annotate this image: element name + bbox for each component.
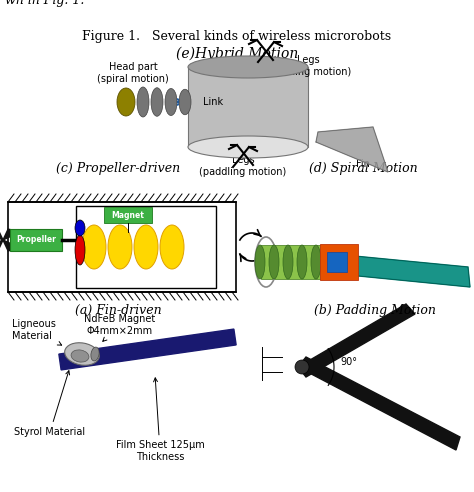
Text: Magnet: Magnet xyxy=(111,211,145,219)
Ellipse shape xyxy=(117,88,135,116)
Text: (c) Propeller-driven: (c) Propeller-driven xyxy=(56,162,180,175)
Ellipse shape xyxy=(295,360,309,374)
Ellipse shape xyxy=(71,350,89,362)
Text: Fin: Fin xyxy=(356,159,370,169)
Bar xyxy=(104,207,152,223)
Text: NdFeB Magnet
Φ4mm×2mm: NdFeB Magnet Φ4mm×2mm xyxy=(84,314,155,341)
Ellipse shape xyxy=(151,88,163,116)
Text: Ligneous
Material: Ligneous Material xyxy=(12,319,62,345)
Polygon shape xyxy=(313,252,470,287)
Ellipse shape xyxy=(255,245,265,279)
Bar xyxy=(10,229,62,251)
Ellipse shape xyxy=(75,235,85,265)
Ellipse shape xyxy=(297,245,307,279)
Ellipse shape xyxy=(188,56,308,78)
Ellipse shape xyxy=(137,87,149,117)
Ellipse shape xyxy=(75,220,85,236)
Ellipse shape xyxy=(165,89,177,116)
Polygon shape xyxy=(298,357,460,450)
Polygon shape xyxy=(3,229,14,240)
FancyArrow shape xyxy=(59,329,236,370)
Polygon shape xyxy=(298,304,415,377)
Text: Legs
(paddling motion): Legs (paddling motion) xyxy=(200,155,287,177)
Text: Legs
(paddling motion): Legs (paddling motion) xyxy=(264,55,352,77)
Text: (e)Hybrid Motion: (e)Hybrid Motion xyxy=(176,47,298,62)
Bar xyxy=(261,245,336,279)
Bar xyxy=(8,202,236,292)
Text: Head part
(spiral motion): Head part (spiral motion) xyxy=(97,62,169,84)
Ellipse shape xyxy=(91,347,99,361)
Bar xyxy=(188,67,308,147)
Polygon shape xyxy=(3,240,14,251)
Text: Styrol Material: Styrol Material xyxy=(14,370,86,437)
Bar xyxy=(76,206,216,288)
Bar xyxy=(327,252,347,272)
Ellipse shape xyxy=(269,245,279,279)
Ellipse shape xyxy=(311,245,321,279)
Ellipse shape xyxy=(283,245,293,279)
Polygon shape xyxy=(0,240,3,251)
Text: Link: Link xyxy=(203,97,223,107)
Ellipse shape xyxy=(82,225,106,269)
Text: (d) Spiral Motion: (d) Spiral Motion xyxy=(309,162,417,175)
Ellipse shape xyxy=(179,89,191,115)
Ellipse shape xyxy=(188,136,308,158)
Text: (b) Padding Motion: (b) Padding Motion xyxy=(314,304,436,317)
Ellipse shape xyxy=(108,225,132,269)
Text: Propeller: Propeller xyxy=(16,236,56,245)
Polygon shape xyxy=(0,229,3,240)
Text: Figure 1.   Several kinds of wireless microrobots: Figure 1. Several kinds of wireless micr… xyxy=(82,30,392,43)
Text: Film Sheet 125μm
Thickness: Film Sheet 125μm Thickness xyxy=(116,378,204,462)
Ellipse shape xyxy=(134,225,158,269)
Text: wn in Fig. 1.: wn in Fig. 1. xyxy=(5,0,84,7)
Text: (a) Fin-driven: (a) Fin-driven xyxy=(75,304,161,317)
Bar xyxy=(320,244,358,280)
Polygon shape xyxy=(316,127,388,172)
Text: 90°: 90° xyxy=(340,357,357,367)
Ellipse shape xyxy=(64,343,100,365)
Ellipse shape xyxy=(160,225,184,269)
